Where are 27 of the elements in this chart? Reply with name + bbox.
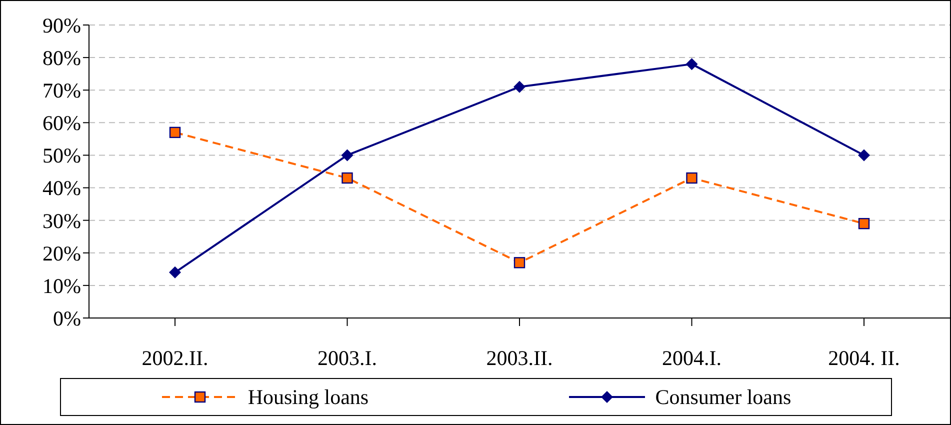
x-tick-label: 2004. II. — [828, 346, 900, 370]
y-tick-label: 20% — [42, 241, 81, 266]
y-tick-label: 60% — [42, 111, 81, 136]
y-tick-label: 40% — [42, 176, 81, 200]
point — [169, 266, 181, 278]
x-tick-label: 2002.II. — [142, 346, 208, 370]
point — [858, 149, 870, 162]
legend-label: Consumer loans — [655, 384, 792, 410]
y-tick-label: 90% — [42, 13, 81, 38]
y-tick-label: 50% — [42, 144, 81, 168]
point — [514, 257, 526, 268]
point — [342, 172, 353, 184]
x-tick-label: 2004.I. — [662, 346, 722, 370]
point — [686, 58, 698, 70]
y-tick-label: 70% — [42, 78, 81, 103]
point — [341, 149, 354, 162]
y-tick-label: 10% — [42, 274, 81, 298]
y-tick-label: 0% — [53, 306, 81, 330]
x-tick-label: 2003.I. — [318, 346, 377, 370]
point — [686, 172, 698, 184]
point — [514, 80, 526, 93]
y-tick-label: 30% — [42, 208, 81, 233]
y-tick-label: 80% — [42, 46, 81, 70]
legend-label: Housing loans — [248, 384, 369, 410]
point — [169, 126, 181, 138]
x-tick-label: 2003.II. — [486, 346, 553, 370]
point — [858, 218, 870, 230]
